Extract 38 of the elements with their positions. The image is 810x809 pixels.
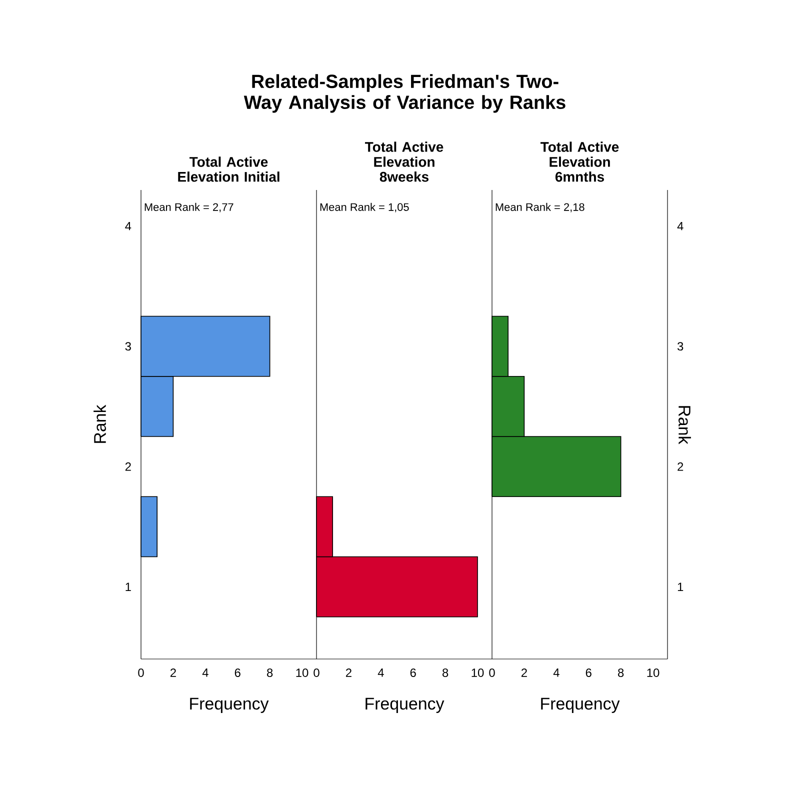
x-tick-label: 6 bbox=[234, 668, 240, 677]
x-tick-label: 10 bbox=[472, 668, 484, 677]
y-tick-label: 3 bbox=[677, 342, 684, 351]
text: Related-Samples Friedman's Two-Way Analysis of Variance by Ranks bbox=[244, 74, 566, 113]
y-tick-label: 1 bbox=[126, 582, 131, 591]
x-tick-label: 0 bbox=[138, 668, 144, 677]
x-tick-label: 6 bbox=[586, 668, 592, 677]
x-tick-label: 8 bbox=[442, 668, 448, 677]
x-tick-label: 10 bbox=[647, 668, 660, 677]
x-tick-label: 2 bbox=[346, 668, 352, 677]
annotation: Mean Rank = 2,18 bbox=[496, 202, 584, 212]
y-tick-label: 2 bbox=[125, 462, 131, 471]
chart-subtitle: Total Active Elevation Initial bbox=[178, 156, 280, 182]
x-tick-label: 0 bbox=[489, 668, 495, 677]
x-tick-label: 2 bbox=[521, 668, 527, 677]
x-tick-label: 10 bbox=[296, 668, 308, 677]
x-axis-title: Frequency bbox=[541, 698, 620, 713]
x-tick-label: 4 bbox=[202, 668, 208, 677]
x-tick-label: 4 bbox=[553, 668, 560, 677]
y-tick-label: 3 bbox=[125, 342, 131, 351]
y-tick-label: 1 bbox=[678, 582, 684, 591]
y-tick-label: 4 bbox=[125, 222, 132, 230]
x-tick-label: 8 bbox=[618, 668, 624, 677]
chart-subtitle: Total Active Elevation 8weeks bbox=[365, 142, 444, 182]
x-tick-label: 0 bbox=[314, 668, 320, 677]
annotation: Mean Rank = 2,77 bbox=[144, 202, 234, 212]
x-axis-title: Frequency bbox=[190, 698, 269, 713]
x-tick-label: 2 bbox=[170, 668, 176, 677]
x-axis-title: Frequency bbox=[366, 698, 444, 713]
x-tick-label: 6 bbox=[410, 668, 416, 677]
y-axis-title: Rank bbox=[94, 404, 106, 443]
x-tick-label: 4 bbox=[378, 668, 384, 677]
chart-subtitle: Total Active Elevation 6mnths bbox=[540, 142, 619, 182]
y-tick-label: 2 bbox=[678, 462, 684, 471]
y-axis-title: Rank bbox=[678, 406, 691, 444]
annotation: Mean Rank = 1,05 bbox=[320, 202, 409, 212]
x-tick-label: 8 bbox=[267, 668, 273, 677]
y-tick-label: 4 bbox=[677, 222, 684, 230]
